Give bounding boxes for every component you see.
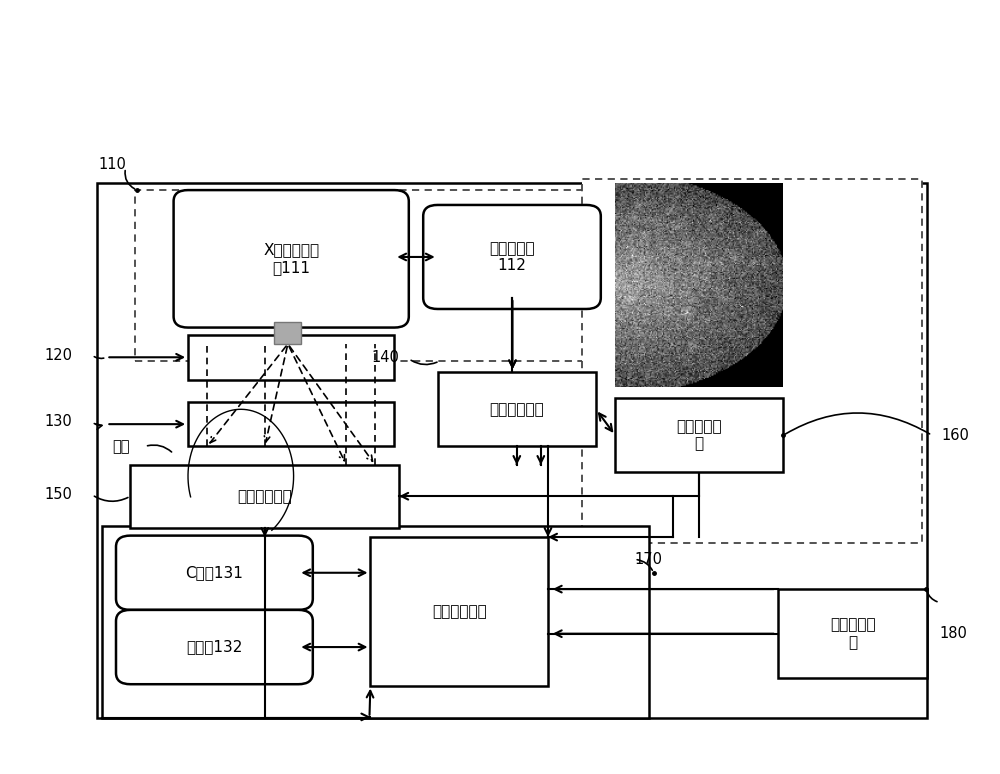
Text: 承载台132: 承载台132 (186, 639, 243, 655)
FancyBboxPatch shape (130, 465, 399, 528)
FancyBboxPatch shape (438, 372, 596, 447)
FancyBboxPatch shape (174, 190, 409, 327)
Bar (274, 322, 301, 344)
FancyBboxPatch shape (615, 398, 783, 472)
FancyBboxPatch shape (423, 205, 601, 309)
Text: 150: 150 (44, 488, 72, 502)
FancyBboxPatch shape (116, 610, 313, 684)
FancyBboxPatch shape (188, 335, 394, 379)
Text: 160: 160 (942, 428, 969, 443)
Bar (135, 190, 615, 361)
Text: 高压发生器
112: 高压发生器 112 (489, 241, 535, 273)
Text: 脚阀控制单
元: 脚阀控制单 元 (830, 618, 876, 650)
FancyBboxPatch shape (778, 589, 927, 678)
Text: 170: 170 (634, 552, 662, 567)
Text: 乳房: 乳房 (112, 439, 130, 454)
FancyBboxPatch shape (188, 402, 394, 447)
Text: C型臂131: C型臂131 (185, 565, 243, 580)
Text: 130: 130 (45, 414, 72, 430)
Bar (102, 526, 649, 717)
Text: 180: 180 (940, 626, 968, 641)
FancyBboxPatch shape (116, 536, 313, 610)
Text: 120: 120 (44, 348, 72, 362)
Text: 运动控制单元: 运动控制单元 (432, 604, 487, 619)
Text: X射线球管模
块111: X射线球管模 块111 (263, 242, 319, 275)
Text: 探测器板模块: 探测器板模块 (237, 489, 292, 504)
Text: 曝光控制模块: 曝光控制模块 (489, 402, 544, 416)
Text: 110: 110 (99, 156, 127, 172)
Bar (582, 179, 922, 543)
Bar (97, 183, 927, 717)
Text: 图像处理模
块: 图像处理模 块 (676, 419, 722, 451)
Text: 140: 140 (371, 350, 399, 365)
FancyBboxPatch shape (370, 537, 548, 686)
